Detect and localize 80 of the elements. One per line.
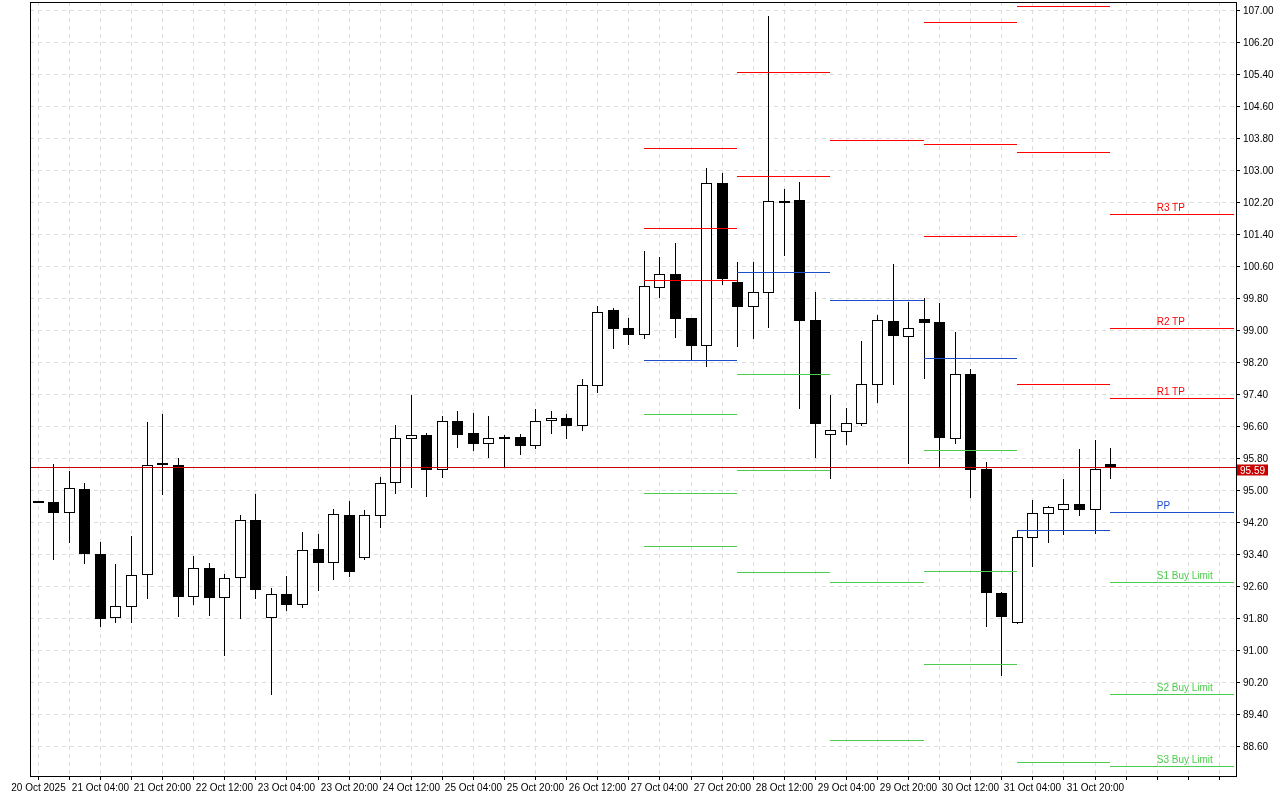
y-tick-label: 96.60 [1243, 421, 1269, 432]
candlestick [529, 408, 542, 450]
x-tick-label: 25 Oct 20:00 [506, 782, 565, 793]
y-tick-label: 91.00 [1243, 645, 1269, 656]
y-tick-label: 101.40 [1243, 229, 1275, 240]
y-tick-label: 92.60 [1243, 581, 1269, 592]
x-tick-label: 31 Oct 20:00 [1066, 782, 1125, 793]
y-tick-label: 102.20 [1243, 197, 1275, 208]
candlestick [560, 413, 573, 440]
y-tick-label: 90.20 [1243, 677, 1269, 688]
series-label: R3 TP [1156, 202, 1186, 214]
y-tick-label: 107.00 [1243, 5, 1275, 16]
candlestick [405, 394, 418, 489]
y-tick-label: 95.00 [1243, 485, 1269, 496]
y-tick-label: 99.00 [1243, 325, 1269, 336]
candlestick [918, 297, 931, 380]
y-tick-label: 106.20 [1243, 37, 1275, 48]
x-tick-label: 23 Oct 20:00 [320, 782, 379, 793]
candlestick [451, 410, 464, 449]
candlestick [607, 307, 620, 350]
candlestick [778, 188, 791, 257]
x-tick-label: 21 Oct 20:00 [133, 782, 192, 793]
x-tick-label: 26 Oct 12:00 [568, 782, 627, 793]
x-tick-label: 23 Oct 04:00 [257, 782, 316, 793]
candlestick [312, 533, 325, 592]
y-tick-label: 100.60 [1243, 261, 1275, 272]
y-tick-label: 99.80 [1243, 293, 1269, 304]
candlestick [467, 412, 480, 452]
candlestick [218, 573, 231, 657]
candlestick [995, 591, 1008, 677]
x-tick-label: 29 Oct 20:00 [879, 782, 938, 793]
candlestick [514, 433, 527, 456]
candlestick [498, 434, 511, 469]
x-tick-label: 31 Oct 04:00 [1003, 782, 1062, 793]
candlestick [747, 261, 760, 340]
candlestick [482, 415, 495, 459]
candlestick [109, 563, 122, 624]
candlestick [622, 317, 635, 346]
y-tick-label: 94.20 [1243, 517, 1269, 528]
x-tick-label: 29 Oct 04:00 [817, 782, 876, 793]
candlestick [653, 256, 666, 299]
series-label: S3 Buy Limit [1156, 753, 1214, 765]
x-tick-label: 27 Oct 04:00 [630, 782, 689, 793]
candlestick [902, 301, 915, 465]
series-label: S2 Buy Limit [1156, 682, 1214, 694]
candlestick [840, 407, 853, 446]
x-tick-label: 21 Oct 04:00 [71, 782, 130, 793]
candlestick [1042, 505, 1055, 544]
y-tick-label: 89.40 [1243, 709, 1269, 720]
x-tick-label: 22 Oct 12:00 [195, 782, 254, 793]
y-tick-label: 103.00 [1243, 165, 1275, 176]
series-label: PP [1156, 499, 1171, 511]
candlestick [545, 410, 558, 435]
candlestick [1057, 478, 1070, 536]
y-tick-label: 95.80 [1243, 453, 1269, 464]
candlestick [824, 394, 837, 480]
x-tick-label: 28 Oct 12:00 [755, 782, 814, 793]
y-tick-label: 93.40 [1243, 549, 1269, 560]
x-tick-label: 20 Oct 2025 [11, 782, 67, 793]
candlestick [47, 463, 60, 561]
series-label: S1 Buy Limit [1156, 569, 1214, 581]
series-label: R1 TP [1156, 386, 1186, 397]
x-tick-label: 30 Oct 12:00 [941, 782, 1000, 793]
ref-line-label: 95.59 [1239, 464, 1266, 476]
y-tick-label: 98.20 [1243, 357, 1269, 368]
candlestick [1073, 448, 1086, 517]
y-tick-label: 97.40 [1243, 389, 1269, 400]
candlestick [280, 575, 293, 612]
candlestick [1026, 499, 1039, 568]
y-tick-label: 91.80 [1243, 613, 1269, 624]
candlestick [887, 263, 900, 386]
x-tick-label: 25 Oct 04:00 [444, 782, 503, 793]
x-tick-label: 24 Oct 12:00 [382, 782, 441, 793]
series-label: R2 TP [1156, 315, 1186, 327]
y-tick-label: 104.60 [1243, 101, 1275, 112]
y-tick-label: 88.60 [1243, 741, 1269, 752]
y-tick-label: 103.80 [1243, 133, 1275, 144]
y-tick-label: 105.40 [1243, 69, 1275, 80]
candlestick [265, 587, 278, 696]
x-tick-label: 27 Oct 20:00 [693, 782, 752, 793]
